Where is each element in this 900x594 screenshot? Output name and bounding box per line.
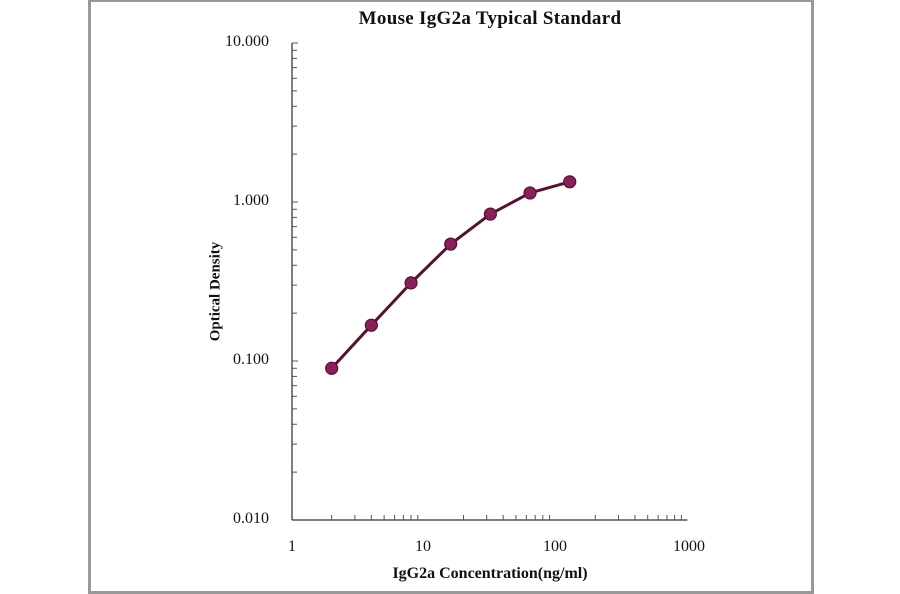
data-point-marker xyxy=(404,276,418,290)
chart-frame xyxy=(88,0,814,594)
chart-title: Mouse IgG2a Typical Standard xyxy=(358,8,622,29)
data-point-marker xyxy=(563,175,577,189)
y-tick-label: 10.000 xyxy=(225,33,269,50)
x-axis-label: IgG2a Concentration(ng/ml) xyxy=(392,565,588,582)
x-tick-label: 10 xyxy=(415,538,431,555)
series-line xyxy=(330,180,571,370)
data-point-marker xyxy=(444,237,458,251)
data-point-marker xyxy=(483,207,497,221)
x-tick-label: 100 xyxy=(543,538,567,555)
y-tick-label: 0.100 xyxy=(233,351,269,368)
x-tick-label: 1 xyxy=(288,538,296,555)
data-point-marker xyxy=(364,318,378,332)
axes xyxy=(291,42,688,521)
data-series xyxy=(325,175,577,375)
y-tick-label: 1.000 xyxy=(233,192,269,209)
data-point-marker xyxy=(523,186,537,200)
y-tick-label: 0.010 xyxy=(233,510,269,527)
data-point-marker xyxy=(325,361,339,375)
x-tick-label: 1000 xyxy=(673,538,705,555)
